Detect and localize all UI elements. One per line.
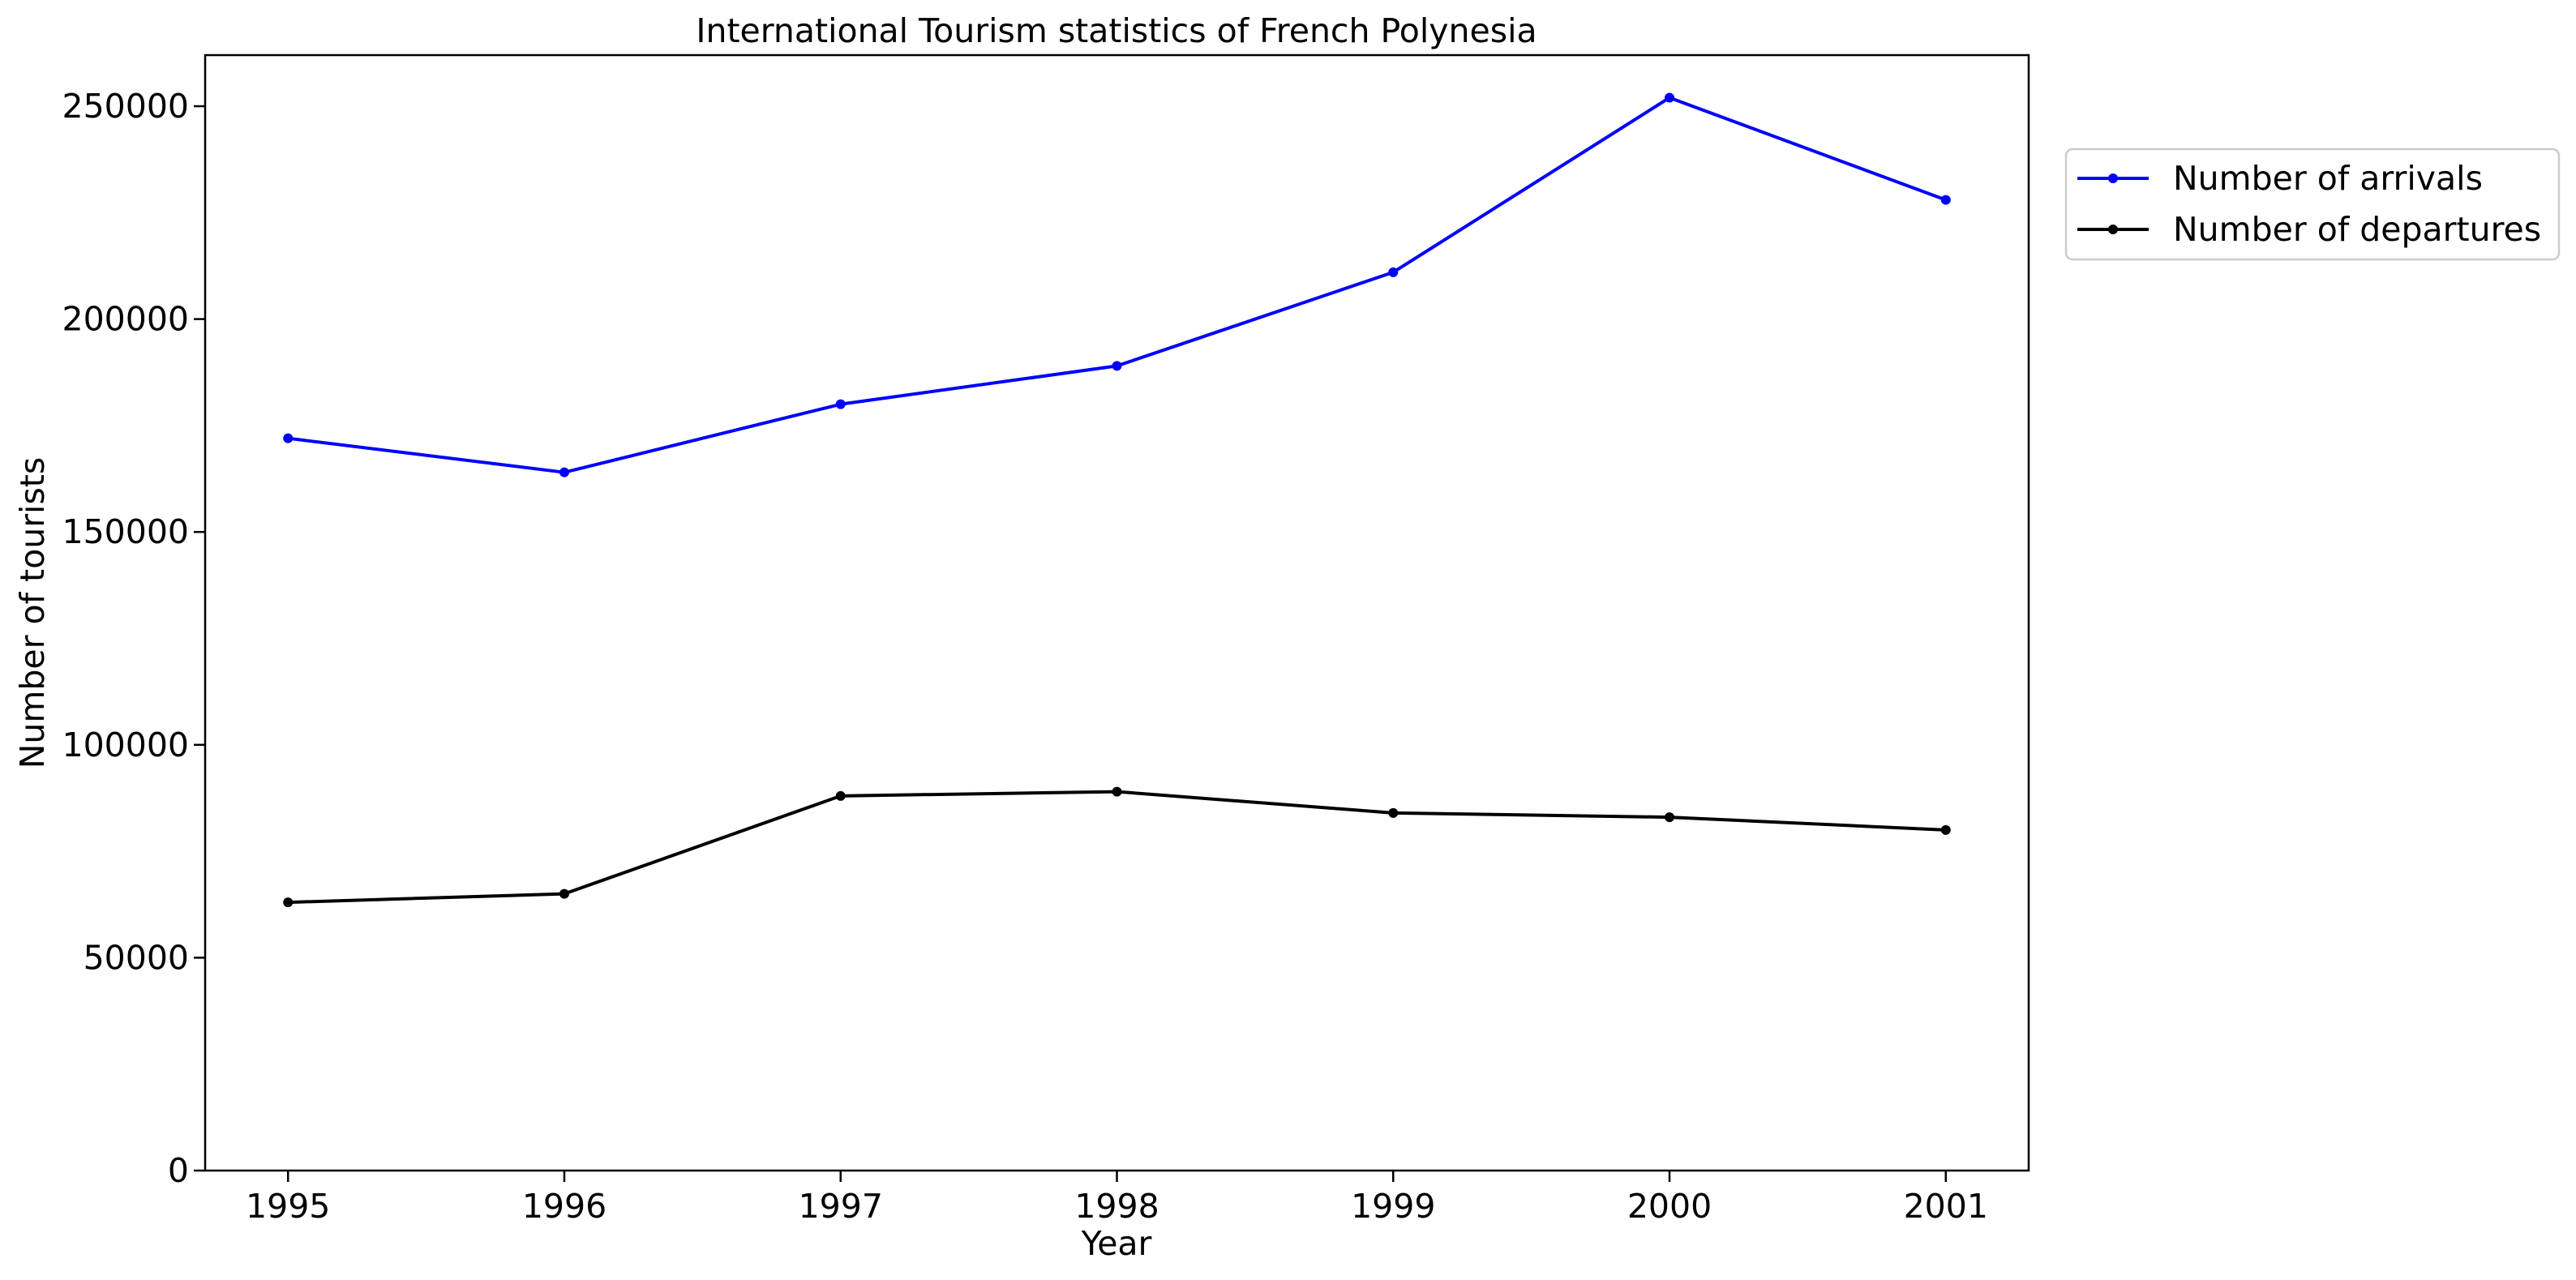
data-point: [835, 399, 846, 409]
x-tick-label: 2001: [1904, 1187, 1988, 1226]
x-tick-label: 2000: [1627, 1187, 1712, 1226]
y-tick-label: 200000: [62, 300, 189, 339]
data-point: [1665, 92, 1675, 103]
data-point: [1940, 195, 1951, 205]
legend-label: Number of arrivals: [2173, 159, 2483, 198]
data-point: [1112, 361, 1122, 371]
x-axis: 1995 1996 1997 1998 1999 2000 2001: [246, 1171, 1988, 1226]
data-point: [283, 897, 294, 908]
legend-swatch-marker: [2108, 173, 2118, 183]
chart-title: International Tourism statistics of Fren…: [696, 11, 1537, 50]
legend-label: Number of departures: [2173, 210, 2541, 249]
x-tick-label: 1998: [1074, 1187, 1159, 1226]
data-point: [835, 790, 846, 801]
y-tick-label: 0: [168, 1151, 189, 1190]
y-axis: 0 50000 100000 150000 200000 250000: [62, 87, 205, 1190]
x-axis-label: Year: [1081, 1224, 1152, 1263]
legend-swatch-marker: [2108, 225, 2118, 234]
legend: Number of arrivals Number of departures: [2064, 148, 2561, 261]
data-point: [1388, 807, 1399, 818]
x-tick-label: 1996: [522, 1187, 606, 1226]
x-tick-label: 1999: [1351, 1187, 1435, 1226]
y-tick-label: 100000: [62, 726, 189, 764]
data-point: [1388, 267, 1399, 277]
data-point: [283, 433, 294, 443]
series-arrivals: [283, 92, 1951, 477]
series-layer: [283, 92, 1951, 908]
data-point: [1940, 824, 1951, 835]
y-tick-label: 250000: [62, 87, 189, 126]
y-tick-label: 50000: [84, 938, 189, 977]
data-point: [559, 888, 569, 899]
legend-frame: [2064, 148, 2561, 261]
y-tick-label: 150000: [62, 512, 189, 551]
data-point: [1665, 812, 1675, 823]
x-tick-label: 1995: [246, 1187, 330, 1226]
data-point: [559, 467, 569, 477]
data-point: [1112, 786, 1122, 797]
x-tick-label: 1997: [799, 1187, 883, 1226]
series-departures: [283, 786, 1951, 908]
y-axis-label: Number of tourists: [13, 457, 52, 768]
